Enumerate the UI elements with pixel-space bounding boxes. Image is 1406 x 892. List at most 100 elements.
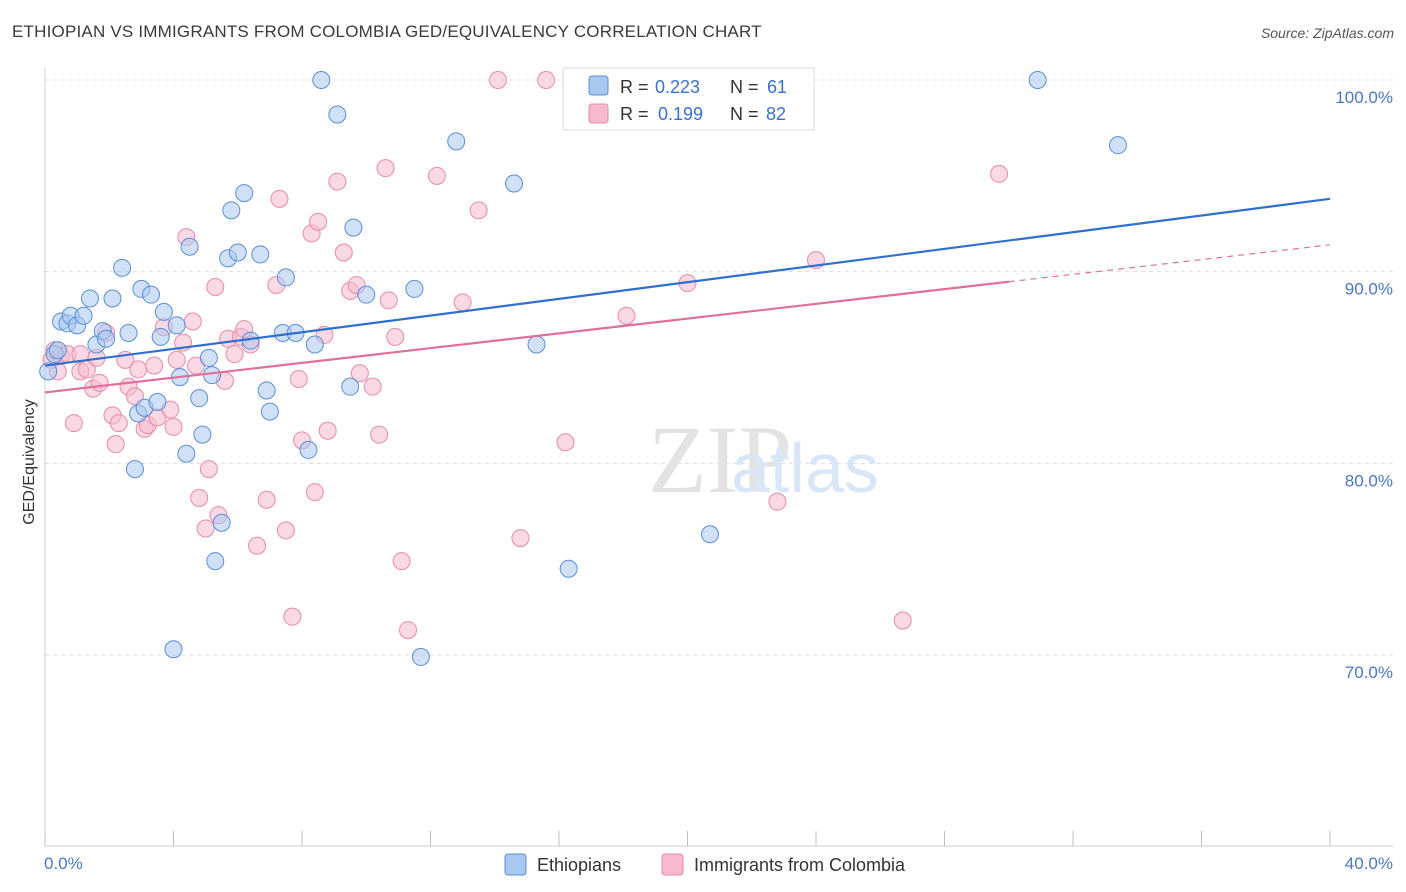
- blue-point: [328, 105, 347, 124]
- blue-point: [125, 460, 144, 479]
- pink-point: [376, 159, 395, 178]
- blue-point: [212, 513, 231, 532]
- pink-point: [328, 172, 347, 191]
- pink-point: [183, 312, 202, 331]
- trend-line-pink-dashed: [1008, 244, 1331, 283]
- blue-point: [151, 327, 170, 346]
- blue-point: [39, 362, 58, 381]
- blue-point: [341, 377, 360, 396]
- y-axis-label: GED/Equivalency: [21, 399, 38, 524]
- pink-point: [399, 621, 418, 640]
- pink-point: [392, 552, 411, 571]
- blue-point: [180, 237, 199, 256]
- blue-point: [1028, 71, 1047, 89]
- watermark-zip: ZIP: [648, 406, 792, 513]
- pink-point: [318, 421, 337, 440]
- pink-point: [196, 519, 215, 538]
- legend-swatch-pink: [588, 103, 609, 124]
- blue-point: [228, 243, 247, 262]
- bottom-legend-swatch-blue: [504, 853, 527, 876]
- source-credit: Source: ZipAtlas.com: [1260, 25, 1394, 41]
- blue-point: [193, 425, 212, 444]
- blue-point: [142, 285, 161, 304]
- pink-point: [199, 460, 218, 479]
- pink-point: [145, 356, 164, 375]
- legend-r-label: R =: [620, 104, 649, 124]
- pink-point: [379, 291, 398, 310]
- pink-point: [427, 166, 446, 185]
- pink-point: [270, 189, 289, 208]
- axes: [44, 68, 1393, 847]
- blue-point: [447, 132, 466, 151]
- x-tick-label: 0.0%: [44, 854, 83, 873]
- legend-r-value: 0.223: [655, 77, 700, 97]
- blue-point: [251, 245, 270, 264]
- bottom-legend-swatch-pink: [661, 853, 684, 876]
- legend-n-value: 82: [766, 104, 786, 124]
- blue-point: [190, 389, 209, 408]
- blue-point: [527, 335, 546, 354]
- blue-point: [206, 552, 225, 571]
- legend-n-value: 61: [767, 77, 787, 97]
- blue-point: [154, 302, 173, 321]
- trend-lines: [44, 197, 1331, 394]
- blue-point: [312, 71, 331, 89]
- bottom-legend-label: Immigrants from Colombia: [694, 855, 906, 875]
- pink-point: [350, 364, 369, 383]
- stats-legend: R = 0.223 N = 61 R = 0.199 N = 82: [562, 67, 815, 131]
- blue-point: [167, 316, 186, 335]
- blue-point: [48, 341, 67, 360]
- grid-lines: [45, 79, 1393, 656]
- pink-point: [990, 164, 1009, 183]
- blue-point: [103, 289, 122, 308]
- legend-swatch-blue: [588, 75, 609, 96]
- pink-point: [556, 433, 575, 452]
- blue-point: [164, 640, 183, 659]
- pink-point: [370, 425, 389, 444]
- blue-point: [203, 366, 222, 385]
- legend-n-label: N =: [730, 77, 759, 97]
- blue-point: [148, 393, 167, 411]
- pink-point: [363, 377, 382, 396]
- pink-point: [893, 611, 912, 630]
- pink-point: [64, 414, 83, 433]
- y-tick-label: 100.0%: [1335, 88, 1393, 107]
- pink-point: [109, 414, 128, 433]
- blue-point: [119, 324, 138, 342]
- pink-point: [617, 306, 636, 325]
- blue-point: [74, 306, 93, 325]
- blue-point: [257, 381, 276, 400]
- blue-point: [222, 201, 241, 220]
- legend-r-value: 0.199: [658, 104, 703, 124]
- pink-point: [305, 483, 324, 502]
- blue-point: [199, 348, 218, 367]
- pink-point: [283, 607, 302, 626]
- blue-point: [505, 174, 524, 193]
- y-tick-label: 80.0%: [1345, 471, 1393, 490]
- blue-point: [260, 402, 279, 421]
- y-tick-labels: 70.0% 80.0% 90.0% 100.0%: [1335, 88, 1393, 682]
- watermark-atlas: atlas: [731, 429, 879, 507]
- pink-point: [289, 370, 308, 388]
- blue-point: [276, 268, 295, 287]
- pink-point: [309, 212, 328, 231]
- pink-point: [276, 521, 295, 540]
- pink-point: [257, 490, 276, 509]
- pink-point: [167, 350, 186, 369]
- pink-point: [469, 201, 488, 220]
- pink-point: [190, 488, 209, 507]
- bottom-legend-label: Ethiopians: [537, 855, 621, 875]
- pink-point: [488, 71, 507, 89]
- blue-point: [299, 440, 318, 459]
- bottom-legend: Ethiopians Immigrants from Colombia: [504, 853, 906, 876]
- pink-point: [106, 435, 125, 454]
- chart-title: ETHIOPIAN VS IMMIGRANTS FROM COLOMBIA GE…: [12, 22, 762, 41]
- pink-point: [248, 536, 267, 555]
- pink-points: [42, 71, 1009, 640]
- pink-point: [129, 360, 148, 379]
- pink-point: [225, 345, 244, 364]
- trend-line-blue: [44, 197, 1331, 367]
- blue-point: [177, 444, 196, 463]
- blue-point: [113, 258, 132, 277]
